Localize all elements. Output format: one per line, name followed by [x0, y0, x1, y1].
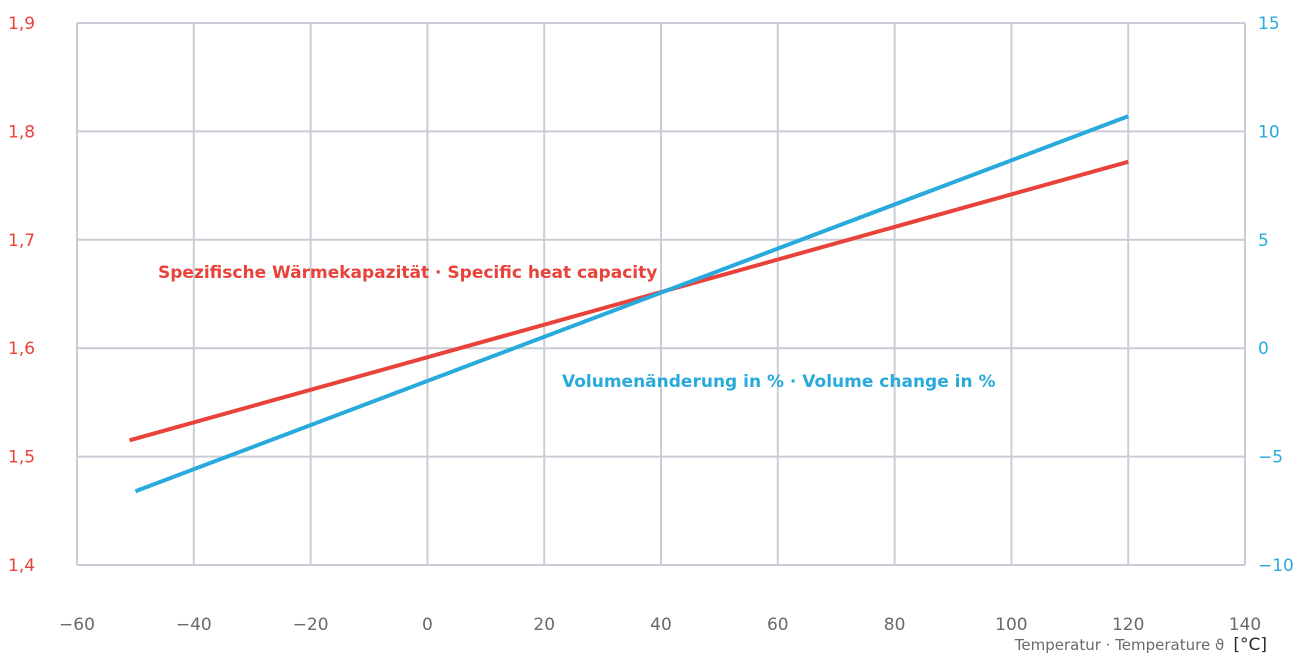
series-lines — [129, 114, 1129, 494]
y-right-tick-label: −10 — [1258, 556, 1294, 576]
x-tick-label: −60 — [59, 615, 95, 635]
x-tick-label: −40 — [176, 615, 212, 635]
series-line-heat-capacity — [129, 159, 1129, 443]
y-left-tick-label: 1,5 — [8, 448, 35, 468]
x-tick-label: 140 — [1229, 615, 1261, 635]
y-left-tick-label: 1,4 — [8, 556, 35, 576]
series-label-volume-change: Volumenänderung in % · Volume change in … — [562, 372, 996, 392]
y-left-tick-label: 1,9 — [8, 14, 35, 34]
x-tick-label: 40 — [650, 615, 672, 635]
x-tick-label: 120 — [1112, 615, 1144, 635]
x-tick-label: 80 — [884, 615, 906, 635]
y-right-tick-label: −5 — [1258, 448, 1283, 468]
x-axis-unit: [°C] — [1233, 635, 1267, 655]
x-tick-label: 20 — [533, 615, 555, 635]
y-right-tick-label: 0 — [1258, 339, 1269, 359]
x-axis-title: Temperatur · Temperature ϑ [°C] — [1014, 635, 1267, 655]
x-tick-label: 100 — [995, 615, 1027, 635]
x-tick-label: 60 — [767, 615, 789, 635]
series-label-heat-capacity: Spezifische Wärmekapazität · Specific he… — [158, 263, 657, 283]
x-tick-label: −20 — [293, 615, 329, 635]
y-right-tick-label: 15 — [1258, 14, 1280, 34]
y-right-tick-label: 5 — [1258, 231, 1269, 251]
x-axis-label: Temperatur · Temperature ϑ — [1014, 636, 1225, 654]
x-tick-label: 0 — [422, 615, 433, 635]
tick-labels: −60 −40 −20 0 20 40 60 80 100 120 1401,41,51,61,71… — [8, 14, 1294, 635]
series-line-volume-change — [134, 114, 1129, 494]
y-left-tick-label: 1,7 — [8, 231, 35, 251]
y-left-tick-label: 1,6 — [8, 339, 35, 359]
y-left-tick-label: 1,8 — [8, 122, 35, 142]
y-right-tick-label: 10 — [1258, 122, 1280, 142]
